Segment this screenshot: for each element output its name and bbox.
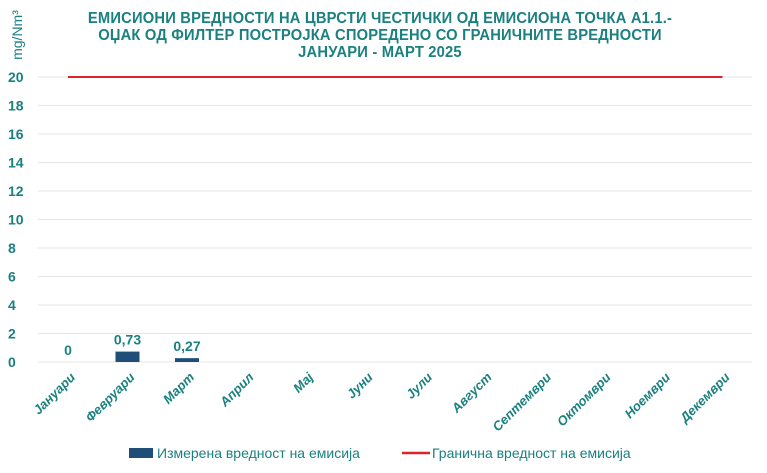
y-tick-label: 8 [8, 240, 16, 256]
y-tick-label: 16 [8, 126, 24, 142]
x-tick-label: Април [216, 370, 257, 411]
y-tick-label: 10 [8, 212, 24, 228]
y-axis-label: mg/Nm³ [9, 10, 25, 60]
legend-label: Гранична вредност на емисија [432, 445, 631, 461]
x-tick-label: Септември [489, 369, 554, 434]
y-tick-label: 12 [8, 183, 24, 199]
x-tick-label: Август [448, 369, 495, 416]
y-tick-label: 2 [8, 326, 16, 342]
y-tick-label: 6 [8, 269, 16, 285]
bar [175, 358, 199, 362]
y-tick-label: 0 [8, 354, 16, 370]
x-tick-label: Декември [676, 369, 732, 425]
x-tick-label: Октомври [554, 369, 614, 429]
data-label: 0,27 [173, 338, 200, 354]
legend-label: Измерена вредност на емисија [157, 445, 360, 461]
data-label: 0,73 [114, 332, 141, 348]
y-tick-label: 4 [8, 297, 16, 313]
x-tick-label: Март [160, 369, 198, 407]
chart-title: ЕМИСИОНИ ВРЕДНОСТИ НА ЦВРСТИ ЧЕСТИЧКИ ОД… [87, 10, 673, 61]
x-tick-label: Јуни [344, 369, 376, 401]
bar [115, 351, 140, 362]
x-tick-label: Ноември [622, 369, 674, 421]
x-tick-label: Јануари [30, 369, 78, 417]
x-tick-label: Февруари [82, 369, 137, 424]
x-tick-label: Јули [403, 369, 435, 401]
y-tick-label: 18 [8, 98, 24, 114]
y-tick-label: 14 [8, 155, 24, 171]
data-label: 0 [64, 342, 72, 358]
y-tick-label: 20 [8, 69, 24, 85]
legend-bar-swatch [129, 448, 153, 458]
x-tick-label: Мај [290, 369, 316, 395]
